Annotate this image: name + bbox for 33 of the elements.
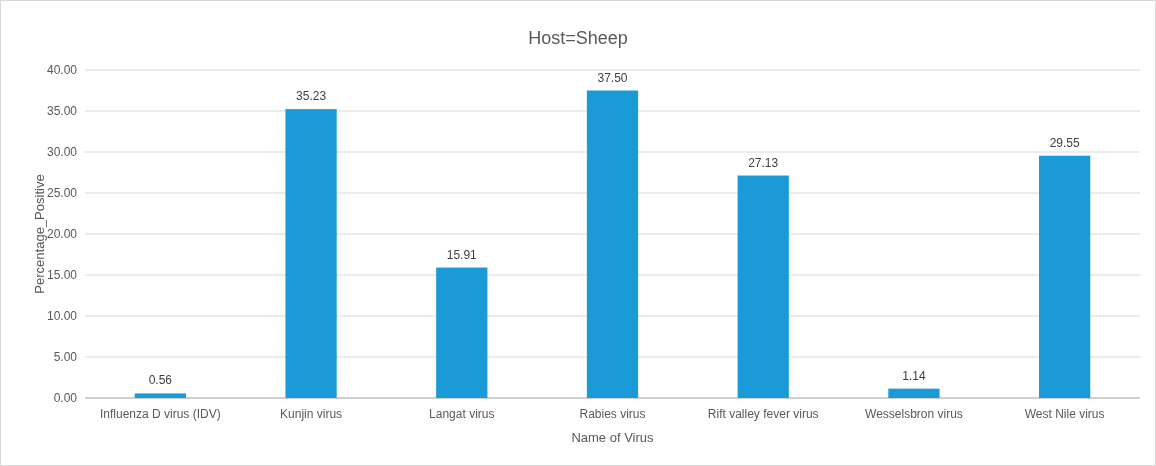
x-tick-label: Wesselsbron virus	[865, 407, 963, 421]
bar	[1039, 155, 1091, 398]
x-tick-label: West Nile virus	[1024, 407, 1105, 421]
y-axis-title: Percentage_Positive	[32, 174, 47, 294]
y-tick-label: 10.00	[46, 309, 78, 324]
y-tick-label: 40.00	[46, 63, 78, 78]
data-label: 27.13	[748, 155, 779, 170]
bar	[134, 393, 186, 398]
y-tick-label: 20.00	[46, 227, 78, 242]
data-label: 1.14	[902, 368, 926, 383]
bar	[888, 388, 940, 398]
x-tick-label: Rift valley fever virus	[707, 407, 819, 421]
bar	[285, 109, 337, 398]
x-tick-label: Rabies virus	[579, 407, 646, 421]
y-tick-label: 30.00	[46, 145, 78, 160]
chart-title: Host=Sheep	[528, 28, 628, 48]
y-tick-label: 0.00	[53, 391, 78, 406]
x-tick-label: Influenza D virus (IDV)	[100, 407, 221, 421]
bar	[586, 90, 639, 398]
data-label: 15.91	[446, 247, 478, 262]
data-label: 35.23	[296, 89, 327, 104]
y-tick-label: 5.00	[53, 350, 78, 365]
bar	[737, 175, 789, 398]
x-tick-label: Kunjin virus	[280, 407, 343, 421]
data-label: 0.56	[148, 373, 173, 388]
data-label: 37.50	[597, 70, 628, 85]
bar	[436, 267, 488, 398]
data-label: 29.55	[1049, 135, 1080, 150]
y-tick-label: 15.00	[46, 268, 78, 283]
y-tick-label: 25.00	[46, 186, 78, 201]
y-tick-label: 35.00	[46, 104, 78, 119]
x-axis-title: Name of Virus	[571, 430, 655, 445]
x-tick-label: Langat virus	[429, 407, 495, 421]
